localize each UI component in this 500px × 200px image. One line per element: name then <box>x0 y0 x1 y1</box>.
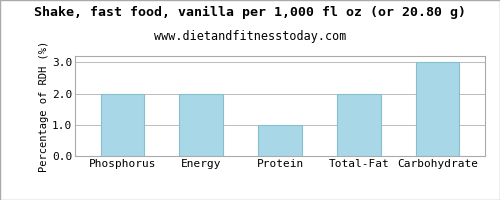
Y-axis label: Percentage of RDH (%): Percentage of RDH (%) <box>39 40 49 172</box>
Bar <box>180 94 223 156</box>
Text: Shake, fast food, vanilla per 1,000 fl oz (or 20.80 g): Shake, fast food, vanilla per 1,000 fl o… <box>34 6 466 19</box>
Text: www.dietandfitnesstoday.com: www.dietandfitnesstoday.com <box>154 30 346 43</box>
Bar <box>416 62 460 156</box>
Bar <box>100 94 144 156</box>
Bar <box>337 94 380 156</box>
Bar <box>258 125 302 156</box>
